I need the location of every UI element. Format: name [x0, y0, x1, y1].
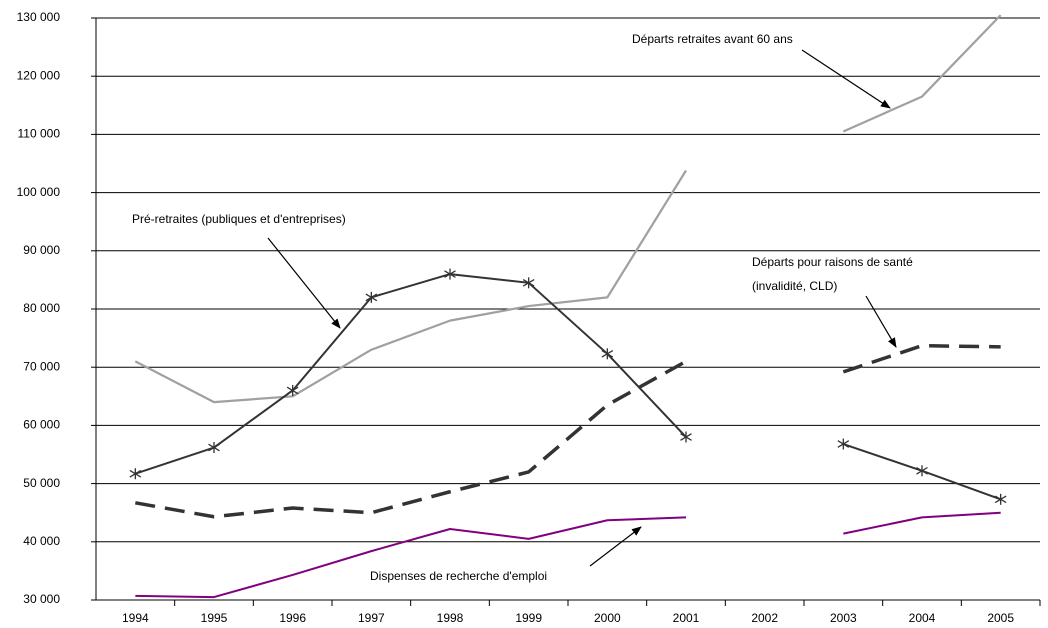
marker: [916, 465, 928, 477]
arrow: [865, 295, 897, 348]
y-tick-label: 90 000: [23, 243, 60, 257]
series-line: [135, 511, 1001, 599]
series-line: [134, 14, 1002, 404]
y-tick-label: 70 000: [23, 359, 60, 373]
arrow: [801, 49, 891, 109]
annotation: (invalidité, CLD): [752, 279, 837, 293]
series-line: [135, 343, 1001, 519]
marker-stroke: [601, 349, 614, 358]
x-tick-label: 2000: [594, 611, 621, 625]
y-tick-label: 50 000: [23, 476, 60, 490]
marker-stroke: [129, 469, 142, 478]
x-tick-label: 1995: [201, 611, 228, 625]
annotation: Départs retraites avant 60 ans: [632, 32, 793, 46]
x-tick-label: 1996: [279, 611, 306, 625]
marker-stroke: [208, 443, 220, 452]
y-tick-label: 100 000: [17, 185, 61, 199]
annotation: Pré-retraites (publiques et d'entreprise…: [132, 212, 346, 226]
arrow: [267, 237, 341, 329]
x-tick-label: 1999: [515, 611, 542, 625]
marker: [444, 268, 456, 280]
y-tick-label: 110 000: [18, 127, 61, 141]
marker: [680, 431, 692, 443]
x-tick-label: 2005: [987, 611, 1014, 625]
marker: [208, 442, 220, 454]
x-tick-label: 1994: [122, 611, 149, 625]
x-tick-label: 2003: [830, 611, 857, 625]
x-tick-label: 1997: [358, 611, 385, 625]
y-tick-label: 30 000: [23, 592, 60, 606]
series-line: [135, 273, 1002, 501]
marker-stroke: [916, 466, 928, 475]
marker-stroke: [680, 433, 692, 441]
arrow: [589, 526, 642, 567]
x-tick-label: 2001: [673, 611, 700, 625]
marker-stroke: [444, 270, 456, 278]
y-tick-label: 80 000: [23, 301, 60, 315]
marker: [601, 348, 614, 360]
y-tick-label: 40 000: [23, 534, 60, 548]
marker: [365, 291, 378, 303]
marker-stroke: [286, 386, 299, 395]
marker: [522, 277, 535, 289]
y-tick-label: 120 000: [17, 68, 61, 82]
marker: [129, 468, 142, 480]
annotation-arrows: [267, 49, 897, 567]
y-tick-label: 60 000: [23, 418, 60, 432]
marker-stroke: [994, 495, 1007, 504]
marker-stroke: [837, 440, 850, 448]
annotation: Départs pour raisons de santé: [752, 255, 913, 269]
marker-stroke: [522, 278, 535, 287]
x-tick-label: 1998: [437, 611, 464, 625]
marker-stroke: [365, 293, 378, 302]
marker: [994, 493, 1007, 505]
x-tick-label: 2004: [909, 611, 936, 625]
x-tick-label: 2002: [751, 611, 778, 625]
marker: [837, 438, 850, 450]
annotation: Dispenses de recherche d'emploi: [370, 569, 547, 583]
marker: [286, 384, 299, 396]
y-tick-label: 130 000: [17, 10, 61, 24]
